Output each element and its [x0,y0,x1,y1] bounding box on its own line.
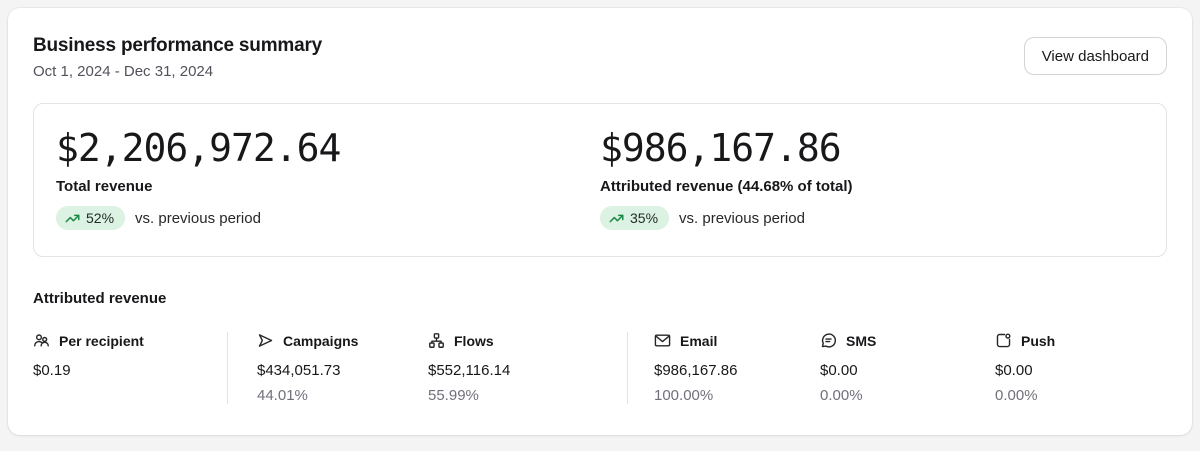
column-value: $0.00 [995,362,1033,379]
column-label-row: SMS [820,332,985,349]
page-title: Business performance summary [33,35,323,56]
users-icon [34,334,49,347]
change-badge: 35% [600,206,670,230]
total-revenue-metric: $2,206,972.64 Total revenue 52% vs. prev… [56,129,600,230]
send-icon [258,334,273,347]
envelope-icon [654,334,671,347]
push-column: Push $0.00 0.00% [995,332,1167,405]
column-label: Push [1021,332,1056,349]
attributed-revenue-heading: Attributed revenue [33,290,167,307]
column-percent: 55.99% [428,387,479,404]
column-label-row: Flows [428,332,617,349]
date-range: Oct 1, 2024 - Dec 31, 2024 [33,63,214,80]
column-label-row: Campaigns [257,332,418,349]
mobile-push-icon [996,333,1011,348]
total-revenue-amount: $2,206,972.64 [56,126,341,170]
campaigns-column: Campaigns $434,051.73 44.01% [227,332,428,404]
column-value: $434,051.73 [257,362,341,379]
column-label-row: Push [995,332,1157,349]
total-revenue-change-row: 52% vs. previous period [56,206,600,230]
business-performance-card: Business performance summary Oct 1, 2024… [8,8,1192,435]
column-percent: 44.01% [257,387,308,404]
attributed-revenue-label: Attributed revenue (44.68% of total) [600,178,853,195]
trend-up-icon [609,214,624,222]
change-suffix: vs. previous period [135,209,261,227]
attributed-revenue-change-row: 35% vs. previous period [600,206,1144,230]
view-dashboard-button[interactable]: View dashboard [1023,37,1167,75]
column-value: $0.19 [33,362,71,379]
total-revenue-label: Total revenue [56,178,153,195]
column-label: Per recipient [59,332,144,349]
change-value: 52% [86,210,115,226]
column-label: Email [680,332,718,349]
column-percent: 100.00% [654,387,714,404]
flow-icon [429,333,444,348]
change-suffix: vs. previous period [679,209,805,227]
column-value: $986,167.86 [654,362,738,379]
column-label-row: Per recipient [33,332,217,349]
attributed-revenue-metric: $986,167.86 Attributed revenue (44.68% o… [600,129,1144,230]
column-label-row: Email [654,332,810,349]
revenue-stat-panel: $2,206,972.64 Total revenue 52% vs. prev… [33,103,1167,257]
sms-column: SMS $0.00 0.00% [820,332,995,405]
column-label: SMS [846,332,877,349]
email-column: Email $986,167.86 100.00% [627,332,820,404]
column-value: $0.00 [820,362,858,379]
trend-up-icon [65,214,80,222]
attributed-revenue-amount: $986,167.86 [600,126,842,170]
card-header: Business performance summary Oct 1, 2024… [33,35,1167,80]
header-text: Business performance summary Oct 1, 2024… [33,35,322,80]
column-label: Campaigns [283,332,359,349]
attributed-revenue-columns: Per recipient $0.19 Campaigns $434,051.7… [33,332,1167,404]
column-percent: 0.00% [820,387,863,404]
chat-bubble-icon [821,333,836,348]
column-value: $552,116.14 [428,362,511,379]
change-badge: 52% [56,206,126,230]
change-value: 35% [630,210,659,226]
per-recipient-column: Per recipient $0.19 [33,332,227,380]
flows-column: Flows $552,116.14 55.99% [428,332,627,405]
column-percent: 0.00% [995,387,1038,404]
column-label: Flows [454,332,494,349]
